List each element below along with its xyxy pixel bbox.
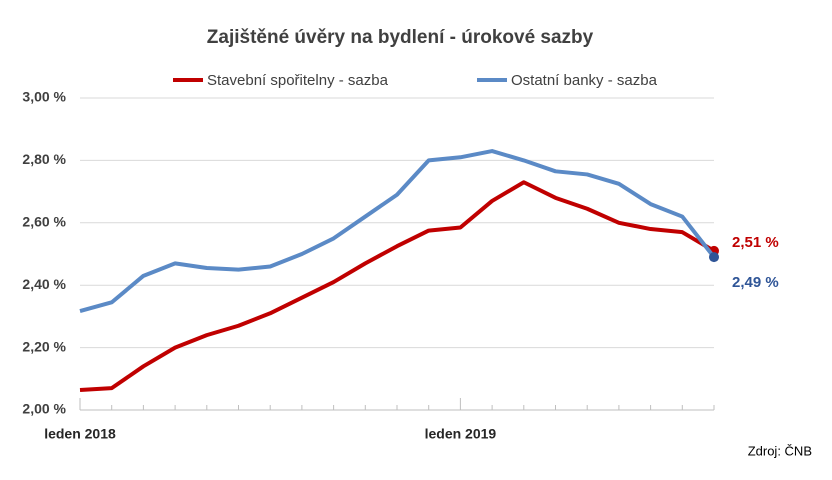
value-label: 2,49 % — [732, 274, 779, 291]
y-tick-label: 2,40 % — [22, 276, 66, 292]
legend-label: Ostatní banky - sazba — [511, 72, 658, 89]
series-line — [79, 149, 716, 314]
end-marker — [709, 252, 719, 263]
legend-label: Stavební spořitelny - sazba — [207, 72, 389, 89]
x-tick-label: leden 2018 — [44, 426, 116, 442]
chart-title: Zajištěné úvěry na bydlení - úrokové saz… — [207, 27, 594, 48]
series-line — [79, 180, 716, 393]
y-tick-label: 2,20 % — [22, 338, 66, 354]
y-tick-label: 2,80 % — [22, 151, 66, 167]
y-tick-label: 2,60 % — [22, 214, 66, 230]
source: Zdroj: ČNB — [748, 443, 812, 458]
y-tick-label: 2,00 % — [22, 401, 66, 417]
x-tick-label: leden 2019 — [425, 426, 497, 442]
y-tick-label: 3,00 % — [22, 89, 66, 105]
value-label: 2,51 % — [732, 234, 779, 251]
